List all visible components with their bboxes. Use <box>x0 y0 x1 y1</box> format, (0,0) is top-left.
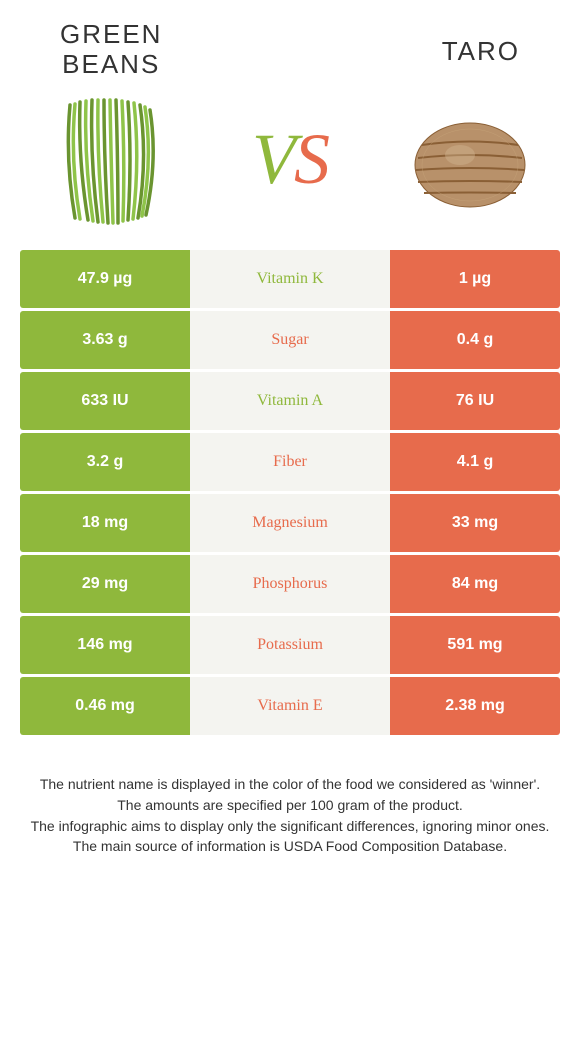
title-left-line1: Green <box>60 20 162 50</box>
table-row: 633 IU Vitamin A 76 IU <box>20 372 560 430</box>
cell-label: Phosphorus <box>190 555 390 613</box>
cell-label: Vitamin K <box>190 250 390 308</box>
cell-left: 3.63 g <box>20 311 190 369</box>
cell-left: 0.46 mg <box>20 677 190 735</box>
cell-label: Vitamin A <box>190 372 390 430</box>
cell-right: 84 mg <box>390 555 560 613</box>
vs-s: S <box>294 119 328 199</box>
title-left-line2: beans <box>60 50 162 80</box>
footnote-line: The nutrient name is displayed in the co… <box>20 775 560 794</box>
title-right: Taro <box>442 20 520 67</box>
footnotes: The nutrient name is displayed in the co… <box>20 775 560 857</box>
cell-label: Potassium <box>190 616 390 674</box>
cell-label: Magnesium <box>190 494 390 552</box>
cell-left: 47.9 µg <box>20 250 190 308</box>
cell-label: Sugar <box>190 311 390 369</box>
vs-label: VS <box>252 118 328 201</box>
images-row: VS <box>0 80 580 250</box>
cell-right: 1 µg <box>390 250 560 308</box>
footnote-line: The amounts are specified per 100 gram o… <box>20 796 560 815</box>
cell-right: 33 mg <box>390 494 560 552</box>
cell-left: 633 IU <box>20 372 190 430</box>
footnote-line: The infographic aims to display only the… <box>20 817 560 836</box>
cell-left: 18 mg <box>20 494 190 552</box>
cell-left: 29 mg <box>20 555 190 613</box>
cell-right: 76 IU <box>390 372 560 430</box>
footnote-line: The main source of information is USDA F… <box>20 837 560 856</box>
cell-label: Vitamin E <box>190 677 390 735</box>
cell-right: 4.1 g <box>390 433 560 491</box>
cell-left: 3.2 g <box>20 433 190 491</box>
table-row: 29 mg Phosphorus 84 mg <box>20 555 560 613</box>
title-left: Green beans <box>60 20 162 80</box>
table-row: 18 mg Magnesium 33 mg <box>20 494 560 552</box>
cell-right: 591 mg <box>390 616 560 674</box>
vs-v: V <box>252 119 294 199</box>
table-row: 47.9 µg Vitamin K 1 µg <box>20 250 560 308</box>
green-beans-image <box>40 90 180 230</box>
taro-image <box>400 90 540 230</box>
table-row: 0.46 mg Vitamin E 2.38 mg <box>20 677 560 735</box>
cell-left: 146 mg <box>20 616 190 674</box>
table-row: 3.2 g Fiber 4.1 g <box>20 433 560 491</box>
header: Green beans Taro <box>0 0 580 80</box>
cell-right: 0.4 g <box>390 311 560 369</box>
table-row: 3.63 g Sugar 0.4 g <box>20 311 560 369</box>
table-row: 146 mg Potassium 591 mg <box>20 616 560 674</box>
comparison-table: 47.9 µg Vitamin K 1 µg 3.63 g Sugar 0.4 … <box>20 250 560 735</box>
cell-right: 2.38 mg <box>390 677 560 735</box>
cell-label: Fiber <box>190 433 390 491</box>
